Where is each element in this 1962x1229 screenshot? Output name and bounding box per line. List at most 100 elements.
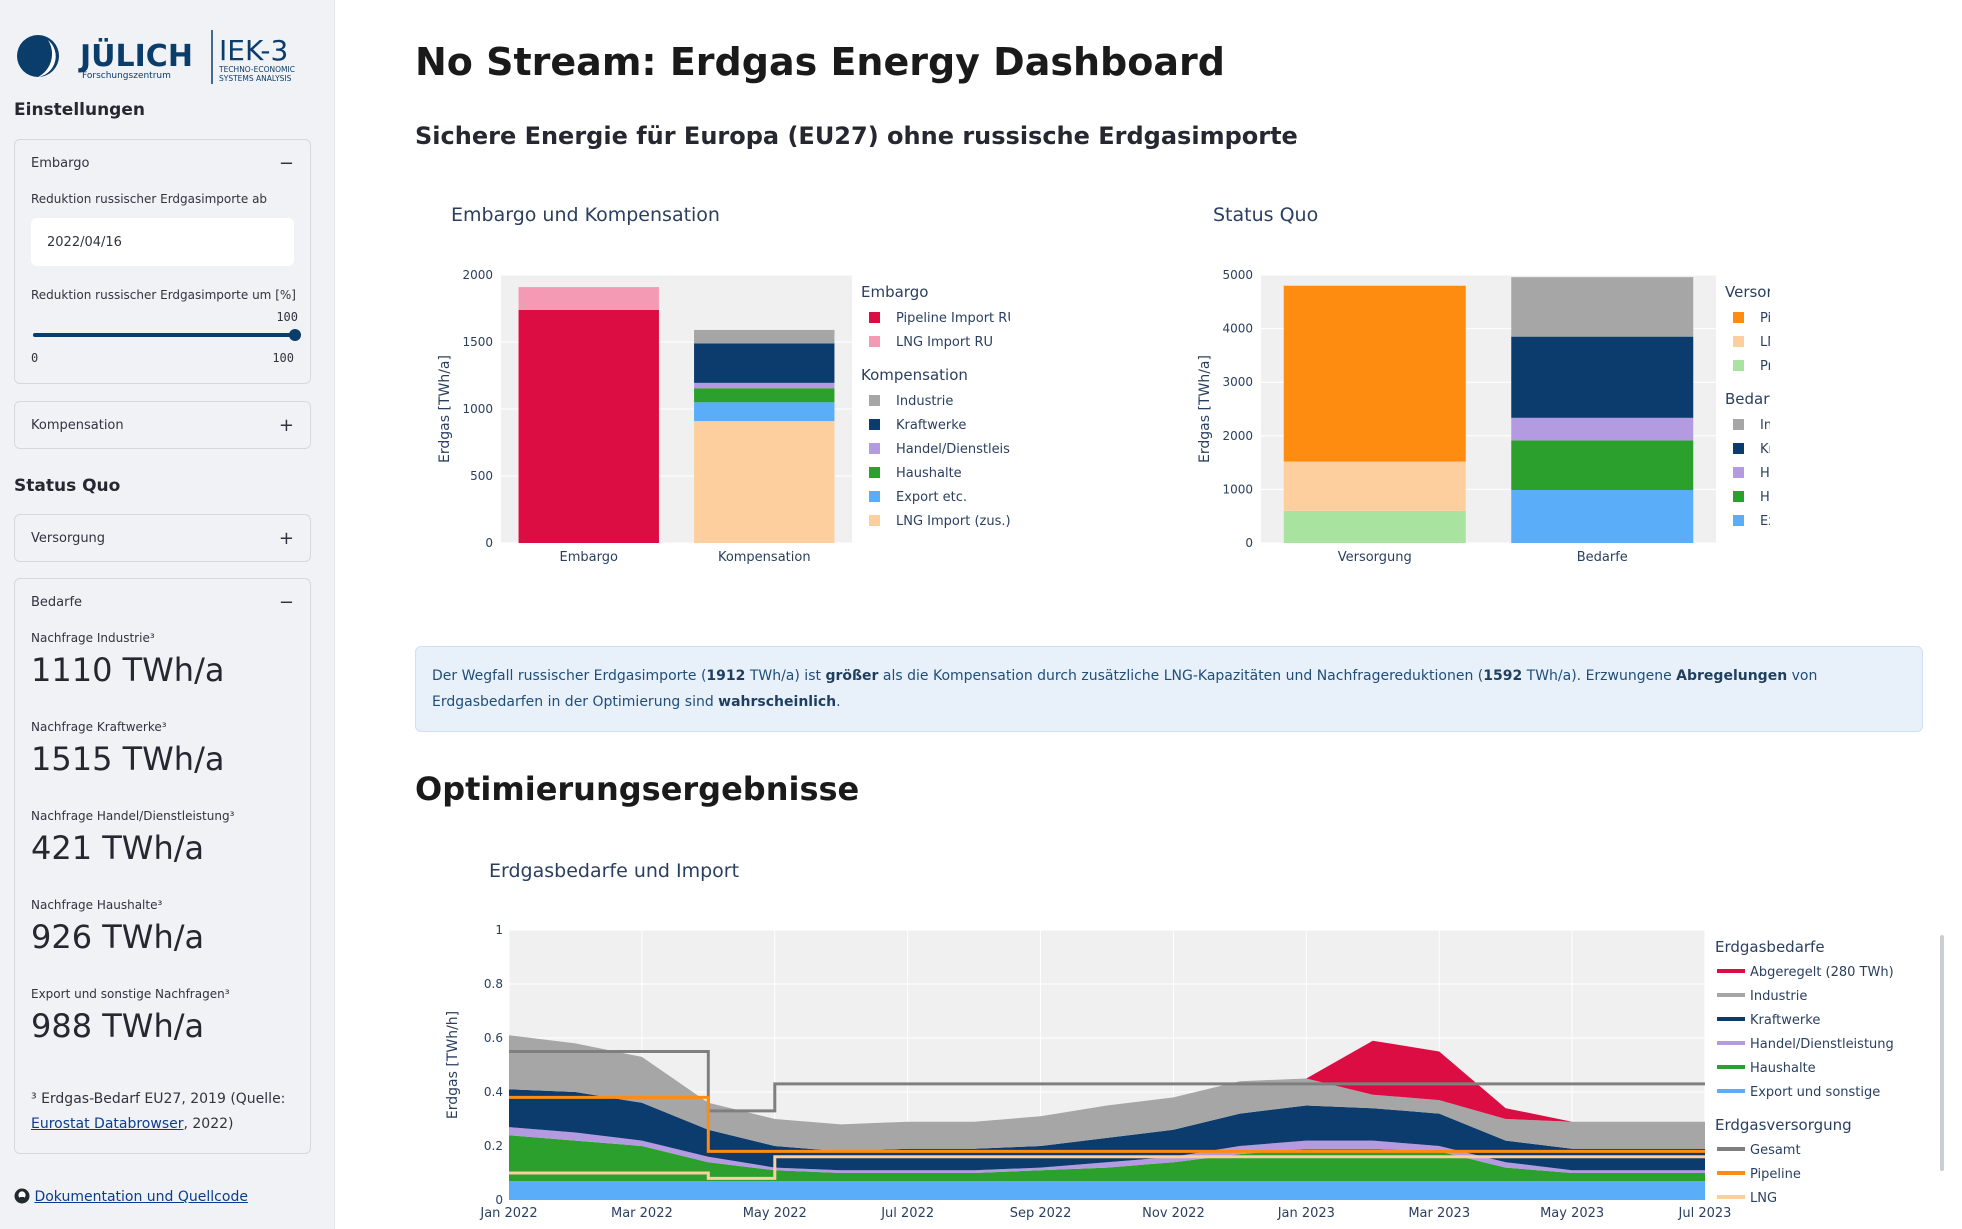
svg-text:JÜLICH: JÜLICH: [78, 37, 193, 74]
info-text: Der Wegfall russischer Erdgasimporte (: [432, 668, 707, 684]
bar-lng-import-zus: [694, 421, 835, 543]
versorgung-title: Versorgung: [31, 530, 106, 546]
area-haushalte: [509, 1135, 1705, 1182]
footnote-text-end: , 2022): [183, 1116, 234, 1132]
legend-swatch: [869, 467, 880, 478]
chart2-title: Status Quo: [1213, 204, 1319, 226]
reduction-slider-track[interactable]: [33, 333, 295, 337]
juelich-logo: JÜLICH Forschungszentrum IEK-3 TECHNO-EC…: [16, 26, 316, 84]
y-tick-label: 0: [495, 1193, 503, 1207]
x-tick-label: Mar 2023: [1408, 1206, 1470, 1221]
y-axis-label: Erdgas [TWh/a]: [437, 355, 453, 463]
bar-pipeline-import-ru: [518, 309, 659, 543]
y-tick-label: 3000: [1222, 375, 1253, 389]
x-tick-label: Jan 2022: [479, 1206, 537, 1221]
bedarfe-expander: Bedarfe − Nachfrage Industrie³ 1110 TWh/…: [14, 578, 311, 1154]
legend-swatch: [869, 395, 880, 406]
expand-icon[interactable]: +: [278, 414, 294, 436]
bar-kraftwerke: [694, 343, 835, 383]
chart1-title: Embargo und Kompensation: [451, 204, 720, 226]
kompensation-expander[interactable]: Kompensation +: [14, 401, 311, 449]
bar-export-etc: [694, 402, 835, 422]
metric-label-export: Export und sonstige Nachfragen³: [31, 987, 230, 1001]
footnote-text: ³ Erdgas-Bedarf EU27, 2019 (Quelle:: [31, 1091, 286, 1107]
line-gesamt: [509, 1050, 1705, 1113]
embargo-title: Embargo: [31, 155, 90, 171]
info-text: von Erdgasbedarfen in der Optimierung si…: [432, 668, 1818, 710]
info-text: .: [836, 694, 841, 710]
legend-item: Produktion Inland: [1760, 359, 1770, 374]
legend-item: Haushalte: [1760, 490, 1770, 505]
kompensation-expander-header[interactable]: Kompensation +: [15, 402, 310, 448]
y-axis-label: Erdgas [TWh/h]: [445, 1011, 461, 1119]
github-icon: [14, 1188, 34, 1205]
settings-heading: Einstellungen: [14, 100, 145, 120]
y-tick-label: 0.4: [484, 1085, 503, 1099]
metric-label-industrie: Nachfrage Industrie³: [31, 631, 155, 645]
y-tick-label: 0: [1245, 536, 1253, 550]
x-tick-label: Bedarfe: [1577, 550, 1628, 565]
erdgasbedarfe-import-chart: 0 0.2 0.4 0.6 0.8 1 Jan 2022 Mar 2022 May 2022 Ju…: [445, 923, 1944, 1221]
area-handel-dienstleistung: [509, 1127, 1705, 1173]
x-tick-label: May 2023: [1540, 1206, 1604, 1221]
collapse-icon[interactable]: −: [278, 591, 294, 613]
slider-label: Reduktion russischer Erdgasimporte um [%…: [31, 288, 296, 302]
y-tick-label: 1: [495, 923, 503, 937]
x-tick-label: Embargo: [560, 550, 618, 565]
line-pipeline: [509, 1095, 1705, 1153]
sidebar: JÜLICH Forschungszentrum IEK-3 TECHNO-EC…: [0, 0, 335, 1229]
eurostat-link[interactable]: Eurostat Databrowser: [31, 1116, 184, 1132]
legend-swatch: [1733, 467, 1744, 478]
embargo-date-input[interactable]: [31, 218, 294, 266]
legend-item: Industrie: [1760, 418, 1770, 433]
legend-group-title: Kompensation: [861, 366, 968, 384]
info-text: als die Kompensation durch zusätzliche L…: [878, 668, 1484, 684]
y-tick-label: 0.8: [484, 977, 503, 991]
versorgung-expander[interactable]: Versorgung +: [14, 514, 311, 562]
legend-item: Handel/Dienstleistung: [1750, 1037, 1894, 1052]
legend-swatch: [869, 491, 880, 502]
page-subtitle: Sichere Energie für Europa (EU27) ohne r…: [415, 122, 1298, 150]
page-title: No Stream: Erdgas Energy Dashboard: [415, 40, 1225, 84]
svg-text:TECHNO-ECONOMIC: TECHNO-ECONOMIC: [218, 65, 295, 74]
x-tick-label: Mar 2022: [611, 1206, 673, 1221]
reduction-slider-thumb[interactable]: [289, 329, 301, 341]
info-emphasis: wahrscheinlich: [718, 694, 837, 710]
y-tick-label: 1000: [1222, 482, 1253, 496]
y-tick-label: 5000: [1222, 268, 1253, 282]
area-export-und-sonstige: [509, 1181, 1705, 1200]
metric-value-haushalte: 926 TWh/a: [31, 918, 205, 956]
x-tick-label: Jul 2022: [880, 1206, 934, 1221]
y-tick-label: 0.2: [484, 1139, 503, 1153]
bar-pipeline-import-ges: [1283, 285, 1466, 462]
collapse-icon[interactable]: −: [278, 152, 294, 174]
legend-item: Export und sonstige: [1750, 1085, 1880, 1100]
legend-swatch: [869, 419, 880, 430]
legend-item: Pipeline Import RU: [896, 311, 1010, 326]
legend-group-title: Bedarfe: [1725, 390, 1770, 408]
kompensation-title: Kompensation: [31, 417, 124, 433]
y-tick-label: 4000: [1222, 322, 1253, 336]
bar-lng-import-ges: [1283, 461, 1466, 511]
bar-export-etc: [1511, 490, 1694, 543]
legend-item: Kraftwerke: [896, 418, 966, 433]
bar-haushalte: [1511, 440, 1694, 491]
area-abgeregelt-280-twh: [509, 1035, 1705, 1125]
status-quo-chart: 0 1000 2000 3000 4000 5000 Erdgas [TWh/a] Verso…: [1197, 268, 1770, 565]
bar-kraftwerke: [1511, 336, 1694, 418]
bedarfe-title: Bedarfe: [31, 594, 83, 610]
status-quo-heading: Status Quo: [14, 476, 121, 496]
bar-industrie: [694, 329, 835, 344]
legend-item: LNG Import ges.: [1760, 335, 1770, 350]
expand-icon[interactable]: +: [278, 527, 294, 549]
legend-item: Handel/Dienstleistung: [896, 442, 1010, 457]
legend-item: Pipeline: [1750, 1167, 1801, 1182]
embargo-expander-header[interactable]: Embargo −: [15, 140, 310, 186]
bar-produktion-inland: [1283, 510, 1466, 543]
slider-min: 0: [31, 351, 39, 365]
versorgung-expander-header[interactable]: Versorgung +: [15, 515, 310, 561]
date-label: Reduktion russischer Erdgasimporte ab: [31, 192, 268, 206]
bedarfe-expander-header[interactable]: Bedarfe −: [15, 579, 310, 625]
bar-industrie: [1511, 277, 1694, 337]
documentation-link[interactable]: Dokumentation und Quellcode: [34, 1189, 248, 1205]
